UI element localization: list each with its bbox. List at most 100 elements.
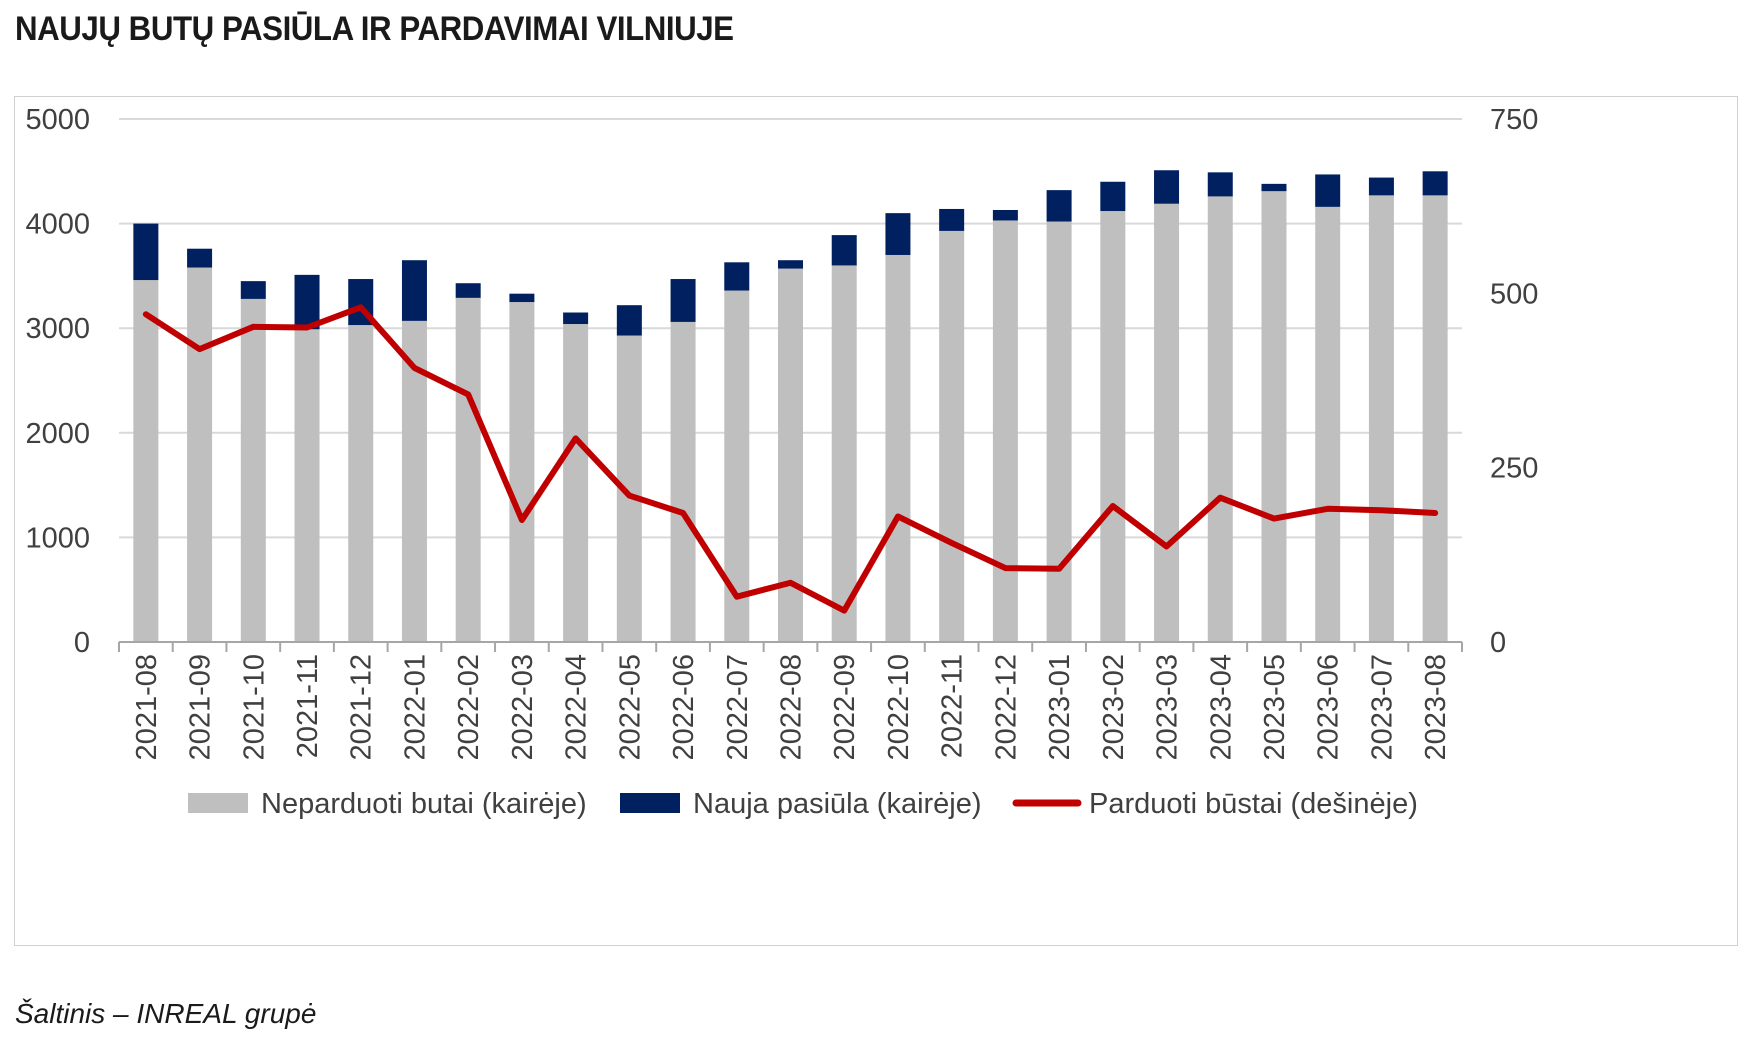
x-tick-label-2023-02: 2023-02 [1098, 654, 1130, 760]
bar-new-supply-2021-11 [294, 274, 320, 330]
bar-new-supply-2022-10 [885, 213, 911, 255]
right-tick-label-250: 250 [1490, 453, 1538, 485]
bar-unsold-2022-07 [724, 290, 750, 642]
bar-new-supply-2022-06 [670, 279, 696, 322]
chart-title: NAUJŲ BUTŲ PASIŪLA IR PARDAVIMAI VILNIUJ… [15, 10, 734, 48]
left-tick-label-0: 0 [74, 627, 90, 659]
bar-unsold-2022-04 [563, 324, 589, 642]
right-tick-label-0: 0 [1490, 627, 1506, 659]
bar-new-supply-2023-07 [1368, 177, 1394, 196]
x-tick-label-2022-07: 2022-07 [722, 654, 754, 760]
sales-point-2023-08 [1433, 511, 1437, 515]
bar-unsold-2023-08 [1422, 195, 1448, 642]
right-axis-tick-labels: 0 250 500 750 [1490, 104, 1538, 659]
bar-unsold-2022-02 [455, 297, 481, 642]
bar-unsold-2021-12 [348, 325, 374, 642]
sales-point-2022-10 [896, 514, 900, 518]
left-tick-label-4000: 4000 [25, 209, 90, 241]
bar-new-supply-2022-08 [778, 260, 803, 269]
sales-point-2023-06 [1326, 507, 1330, 511]
left-tick-label-5000: 5000 [25, 104, 90, 136]
bar-unsold-2023-06 [1315, 206, 1341, 642]
x-tick-label-2023-08: 2023-08 [1420, 654, 1452, 760]
sales-point-2023-05 [1272, 517, 1276, 521]
bar-unsold-2022-11 [939, 230, 965, 642]
x-axis-tick-labels: 2021-08 2021-09 2021-10 2021-11 2021-12 2022-… [131, 654, 1452, 760]
bar-new-supply-2022-12 [992, 210, 1018, 221]
right-tick-label-500: 500 [1490, 278, 1538, 310]
sales-point-2023-07 [1379, 508, 1383, 512]
sales-line [142, 304, 1439, 614]
bar-unsold-2023-01 [1046, 221, 1072, 642]
axes [118, 641, 1463, 652]
legend-label-1: Nauja pasiūla (kairėje) [693, 788, 982, 820]
x-tick-label-2022-02: 2022-02 [453, 654, 485, 760]
bar-unsold-2022-09 [831, 265, 857, 642]
bar-new-supply-2023-08 [1422, 171, 1448, 196]
x-tick-label-2021-11: 2021-11 [292, 654, 324, 758]
x-tick-label-2023-05: 2023-05 [1259, 654, 1291, 760]
chart: 0 1000 2000 3000 4000 5000 0 250 500 750 2021-08… [25, 104, 1538, 820]
sales-point-2022-03 [520, 518, 524, 522]
x-tick-label-2022-01: 2022-01 [399, 654, 431, 760]
legend-swatch-1 [620, 793, 680, 813]
sales-point-2022-07 [735, 595, 739, 599]
right-tick-label-750: 750 [1490, 104, 1538, 136]
bar-new-supply-2022-03 [509, 293, 535, 303]
left-axis-tick-labels: 0 1000 2000 3000 4000 5000 [25, 104, 90, 659]
bar-unsold-2022-03 [509, 302, 535, 642]
x-tick-label-2022-09: 2022-09 [829, 654, 861, 760]
x-tick-label-2023-03: 2023-03 [1152, 654, 1184, 760]
bar-unsold-2023-02 [1100, 211, 1126, 642]
bar-unsold-2023-07 [1368, 195, 1394, 642]
bar-unsold-2021-09 [187, 267, 213, 642]
sales-point-2021-11 [305, 326, 309, 330]
bar-unsold-2023-03 [1154, 203, 1180, 642]
legend-label-2: Parduoti būstai (dešinėje) [1089, 788, 1418, 820]
x-tick-label-2021-08: 2021-08 [131, 654, 163, 760]
sales-point-2021-10 [251, 325, 255, 329]
bar-unsold-2021-08 [133, 280, 159, 642]
sales-point-2021-08 [144, 312, 148, 316]
x-tick-label-2022-03: 2022-03 [507, 654, 539, 760]
bar-new-supply-2022-11 [939, 208, 965, 231]
bar-new-supply-2022-09 [831, 235, 857, 266]
x-tick-label-2022-12: 2022-12 [990, 654, 1022, 760]
bar-new-supply-2022-05 [616, 305, 642, 336]
sales-point-2022-04 [574, 436, 578, 440]
bar-new-supply-2021-10 [240, 281, 266, 299]
x-tick-label-2021-10: 2021-10 [238, 654, 270, 760]
bar-new-supply-2023-02 [1100, 181, 1126, 212]
legend: Neparduoti butai (kairėje) Nauja pasiūla … [188, 788, 1418, 820]
left-tick-label-1000: 1000 [25, 522, 90, 554]
x-tick-label-2023-07: 2023-07 [1366, 654, 1398, 760]
bar-new-supply-2023-06 [1315, 174, 1341, 207]
sales-point-2023-01 [1057, 567, 1061, 571]
x-tick-label-2023-06: 2023-06 [1313, 654, 1345, 760]
sales-point-2022-01 [412, 366, 416, 370]
chart-frame [14, 96, 1738, 946]
sales-point-2022-06 [681, 511, 685, 515]
source-note: Šaltinis – INREAL grupė [15, 998, 317, 1029]
bar-unsold-2023-05 [1261, 191, 1287, 642]
bar-new-supply-2023-05 [1261, 183, 1287, 192]
legend-label-0: Neparduoti butai (kairėje) [261, 788, 587, 820]
bar-new-supply-2022-02 [455, 283, 481, 298]
sales-point-2021-09 [198, 347, 202, 351]
bar-unsold-2022-06 [670, 321, 696, 642]
bar-unsold-2021-10 [240, 298, 266, 642]
sales-point-2023-02 [1111, 504, 1115, 508]
bar-unsold-2022-10 [885, 254, 911, 643]
x-tick-label-2023-01: 2023-01 [1044, 654, 1076, 760]
left-tick-label-2000: 2000 [25, 418, 90, 450]
bar-unsold-2021-11 [294, 329, 320, 642]
sales-point-2022-09 [842, 609, 846, 613]
x-tick-label-2022-11: 2022-11 [937, 654, 969, 758]
sales-point-2023-04 [1218, 496, 1222, 500]
sales-point-2022-08 [789, 581, 792, 585]
left-tick-label-3000: 3000 [25, 313, 90, 345]
bar-new-supply-2021-08 [133, 223, 159, 281]
sales-point-2023-03 [1165, 544, 1169, 548]
x-tick-label-2022-06: 2022-06 [668, 654, 700, 760]
sales-point-2022-05 [627, 494, 631, 498]
